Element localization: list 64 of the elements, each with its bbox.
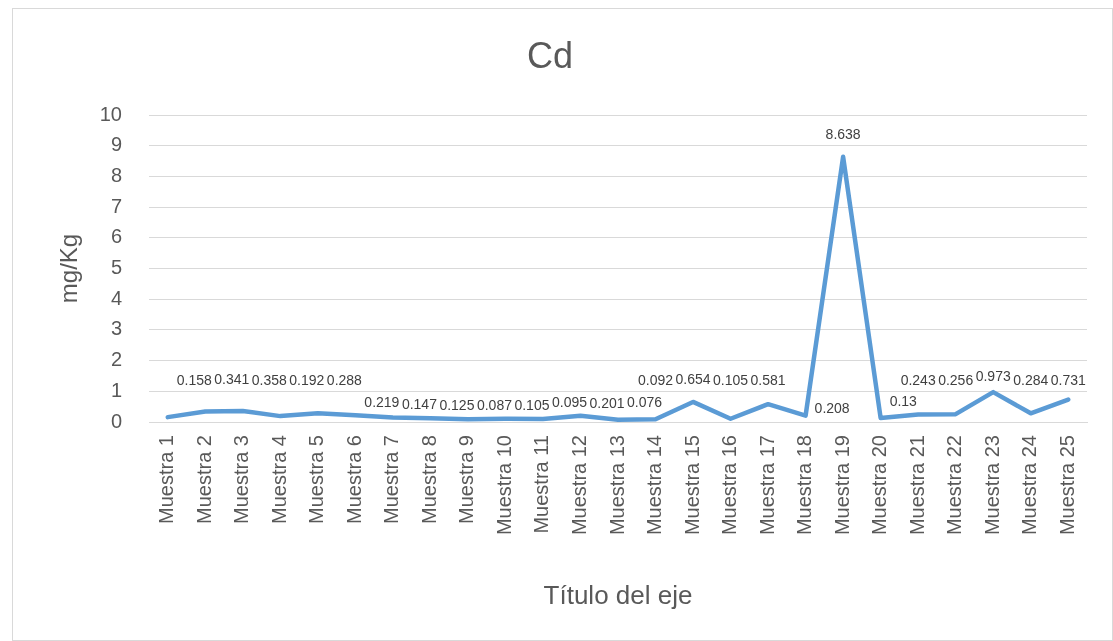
x-tick-label: Muestra 14: [643, 435, 666, 536]
data-label: 0.731: [1050, 372, 1086, 389]
y-tick-label: 4: [110, 286, 122, 309]
x-tick-label: Muestra 13: [605, 435, 628, 536]
x-tick-label: Muestra 22: [943, 435, 966, 536]
data-label: 0.087: [476, 397, 513, 414]
y-tick-label: 3: [110, 317, 122, 340]
y-tick-label: 2: [110, 348, 122, 371]
data-label: 0.092: [638, 371, 674, 388]
x-tick-label: Muestra 3: [230, 435, 253, 524]
data-label: 0.201: [589, 394, 625, 411]
y-tick-label: 0: [110, 409, 122, 432]
x-tick-label: Muestra 25: [1055, 435, 1078, 536]
data-label: 0.288: [326, 372, 363, 389]
x-tick-label: Muestra 11: [530, 435, 553, 534]
data-label: 0.284: [1013, 371, 1049, 388]
y-tick-label: 9: [110, 133, 122, 156]
x-tick-label: Muestra 2: [192, 435, 215, 524]
data-label: 0.654: [675, 371, 711, 388]
data-label: 0.341: [214, 371, 250, 388]
y-tick-label: 6: [110, 225, 122, 248]
y-tick-label: 10: [99, 102, 122, 125]
x-tick-label: Muestra 8: [417, 435, 440, 524]
x-tick-label: Muestra 24: [1018, 435, 1041, 536]
x-tick-label: Muestra 15: [680, 435, 703, 536]
data-label: 0.076: [627, 393, 663, 410]
x-tick-label: Muestra 4: [267, 435, 290, 524]
x-tick-label: Muestra 1: [155, 435, 178, 524]
x-tick-label: Muestra 12: [568, 435, 590, 536]
x-tick-label: Muestra 19: [830, 435, 853, 536]
data-label: 0.208: [814, 400, 850, 417]
y-tick-label: 7: [110, 194, 122, 217]
x-tick-label: Muestra 17: [755, 435, 778, 536]
data-label: 0.095: [551, 393, 588, 410]
y-tick-label: 5: [110, 256, 122, 279]
x-tick-label: Muestra 10: [492, 435, 515, 536]
x-tick-label: Muestra 20: [868, 435, 891, 536]
data-label: 0.219: [364, 394, 400, 411]
x-tick-label: Muestra 7: [380, 435, 403, 524]
y-axis-title: mg/Kg: [54, 233, 82, 304]
data-label: 8.638: [825, 126, 861, 143]
data-label: 0.125: [439, 397, 475, 414]
data-label: 0.243: [900, 372, 936, 388]
data-label: 0.105: [514, 396, 550, 413]
x-tick-label: Muestra 9: [455, 435, 478, 524]
x-tick-label: Muestra 5: [305, 435, 328, 524]
x-axis-title: Título del eje: [543, 580, 693, 611]
x-tick-label: Muestra 6: [342, 435, 365, 524]
data-label: 0.158: [176, 372, 213, 389]
x-tick-label: Muestra 23: [980, 435, 1003, 536]
data-label: 0.192: [289, 371, 325, 388]
y-tick-label: 1: [110, 378, 122, 401]
data-label: 0.256: [938, 371, 974, 388]
x-tick-label: Muestra 16: [718, 435, 741, 536]
y-tick-label: 8: [110, 163, 122, 186]
data-label: 0.973: [975, 367, 1011, 384]
chart-title: Cd: [526, 34, 574, 76]
data-label: 0.358: [251, 371, 288, 388]
data-label: 0.147: [401, 396, 438, 413]
x-tick-label: Muestra 21: [905, 435, 928, 536]
data-label: 0.105: [713, 372, 749, 389]
data-label: 0.13: [889, 392, 918, 409]
x-tick-label: Muestra 18: [793, 435, 816, 536]
data-label: 0.581: [750, 371, 786, 388]
